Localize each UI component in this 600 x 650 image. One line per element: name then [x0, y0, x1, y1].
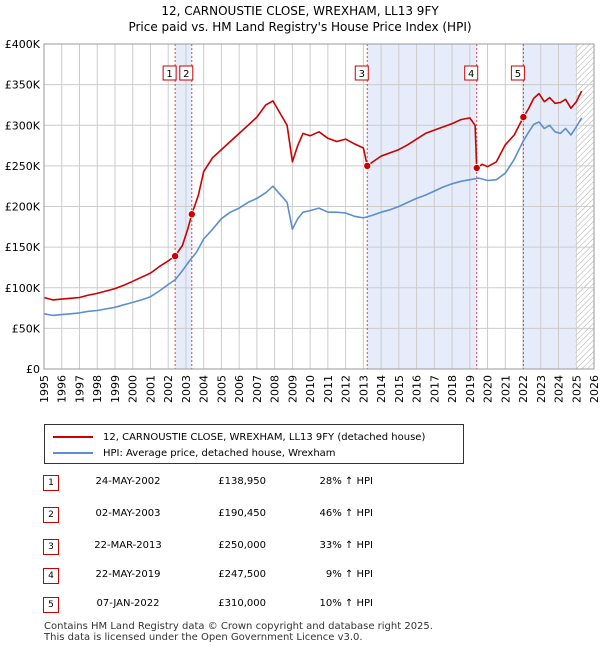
transaction-date: 02-MAY-2003 — [95, 508, 161, 519]
footer-copyright: Contains HM Land Registry data © Crown c… — [44, 621, 433, 632]
hpi-line — [43, 117, 583, 317]
x-tick-label: 1998 — [91, 375, 104, 403]
transaction-row: 5 07-JAN-2022 £310,000 10% ↑ HPI — [0, 597, 600, 613]
transaction-date: 24-MAY-2002 — [95, 476, 161, 487]
x-tick-label: 2017 — [428, 375, 441, 403]
x-tick-label: 2013 — [357, 375, 370, 403]
sale-point — [187, 210, 196, 219]
transaction-price: £250,000 — [218, 540, 266, 551]
sale-marker-box — [510, 65, 525, 81]
sale-point — [472, 163, 481, 172]
transaction-number: 1 — [43, 475, 59, 491]
transaction-hpi: 28% ↑ HPI — [319, 476, 373, 487]
x-tick-label: 2012 — [340, 375, 353, 403]
y-tick-label: £100K — [5, 282, 41, 295]
legend-swatch-hpi — [53, 452, 93, 454]
x-tick-label: 1996 — [56, 375, 69, 403]
x-tick-label: 2023 — [535, 375, 548, 403]
x-tick-label: 2015 — [393, 375, 406, 403]
sale-marker-box — [464, 65, 479, 81]
transaction-number: 3 — [43, 539, 59, 555]
transaction-date: 07-JAN-2022 — [96, 598, 160, 609]
transaction-row: 1 24-MAY-2002 £138,950 28% ↑ HPI — [0, 475, 600, 491]
transaction-price: £190,450 — [218, 508, 266, 519]
transaction-hpi: 9% ↑ HPI — [325, 569, 373, 580]
sale-marker-box — [354, 65, 369, 81]
sale-marker-box — [162, 65, 177, 81]
legend-item-property: 12, CARNOUSTIE CLOSE, WREXHAM, LL13 9FY … — [53, 430, 425, 444]
transaction-number: 5 — [43, 597, 59, 613]
x-tick-label: 2005 — [215, 375, 228, 403]
sale-marker-box — [179, 65, 194, 81]
sale-point — [519, 113, 528, 122]
x-tick-label: 2014 — [375, 375, 388, 403]
footer-licence: This data is licensed under the Open Gov… — [44, 632, 363, 643]
sale-marker-label: 3 — [359, 69, 365, 80]
x-tick-label: 2021 — [499, 375, 512, 403]
sale-marker-label: 4 — [468, 69, 474, 80]
x-tick-label: 2010 — [304, 375, 317, 403]
x-tick-label: 2008 — [269, 375, 282, 403]
legend-item-hpi: HPI: Average price, detached house, Wrex… — [53, 446, 336, 460]
x-tick-label: 2011 — [322, 375, 335, 403]
x-tick-label: 2001 — [144, 375, 157, 403]
legend-label-property: 12, CARNOUSTIE CLOSE, WREXHAM, LL13 9FY … — [103, 431, 426, 443]
x-tick-label: 2000 — [127, 375, 140, 403]
x-tick-label: 2007 — [251, 375, 264, 403]
plot-frame — [43, 43, 595, 370]
chart-subtitle: Price paid vs. HM Land Registry's House … — [128, 20, 472, 34]
x-tick-label: 2002 — [162, 375, 175, 403]
x-tick-label: 2022 — [517, 375, 530, 403]
chart-title: 12, CARNOUSTIE CLOSE, WREXHAM, LL13 9FY — [161, 4, 439, 18]
x-tick-label: 2016 — [411, 375, 424, 403]
x-tick-label: 1997 — [73, 375, 86, 403]
x-tick-label: 2018 — [446, 375, 459, 403]
y-tick-label: £250K — [5, 160, 41, 173]
sale-marker-label: 1 — [166, 69, 172, 80]
sale-point — [171, 252, 180, 261]
x-tick-label: 2026 — [588, 375, 600, 403]
transaction-price: £138,950 — [218, 476, 266, 487]
transaction-number: 4 — [43, 568, 59, 584]
x-tick-label: 2020 — [482, 375, 495, 403]
y-tick-label: £150K — [5, 241, 41, 254]
transaction-row: 2 02-MAY-2003 £190,450 46% ↑ HPI — [0, 507, 600, 523]
y-tick-label: £50K — [12, 322, 41, 335]
x-tick-label: 2019 — [464, 375, 477, 403]
y-tick-label: £350K — [5, 79, 41, 92]
transaction-hpi: 46% ↑ HPI — [319, 508, 373, 519]
sale-point — [363, 161, 372, 170]
property-price-line — [43, 90, 583, 301]
transaction-number: 2 — [43, 507, 59, 523]
transaction-hpi: 10% ↑ HPI — [319, 598, 373, 609]
sale-marker-label: 5 — [515, 69, 521, 80]
legend-label-hpi: HPI: Average price, detached house, Wrex… — [103, 447, 336, 459]
transaction-row: 4 22-MAY-2019 £247,500 9% ↑ HPI — [0, 568, 600, 584]
transaction-row: 3 22-MAR-2013 £250,000 33% ↑ HPI — [0, 539, 600, 555]
x-tick-label: 2025 — [570, 375, 583, 403]
chart-legend: 12, CARNOUSTIE CLOSE, WREXHAM, LL13 9FY … — [44, 424, 464, 464]
x-tick-label: 2009 — [286, 375, 299, 403]
x-tick-label: 1995 — [38, 375, 51, 403]
transaction-date: 22-MAY-2019 — [95, 569, 161, 580]
transaction-hpi: 33% ↑ HPI — [319, 540, 373, 551]
y-tick-label: £400K — [5, 38, 41, 51]
footer: Contains HM Land Registry data © Crown c… — [44, 621, 433, 643]
transaction-date: 22-MAR-2013 — [94, 540, 162, 551]
y-tick-label: £0 — [26, 363, 40, 376]
x-tick-label: 2024 — [553, 375, 566, 403]
x-tick-label: 2004 — [198, 375, 211, 403]
x-tick-label: 1999 — [109, 375, 122, 403]
sale-marker-label: 2 — [183, 69, 189, 80]
x-tick-label: 2006 — [233, 375, 246, 403]
x-tick-label: 2003 — [180, 375, 193, 403]
legend-swatch-property — [53, 436, 93, 438]
transaction-price: £310,000 — [218, 598, 266, 609]
y-tick-label: £200K — [5, 201, 41, 214]
y-tick-label: £300K — [5, 119, 41, 132]
transaction-price: £247,500 — [218, 569, 266, 580]
